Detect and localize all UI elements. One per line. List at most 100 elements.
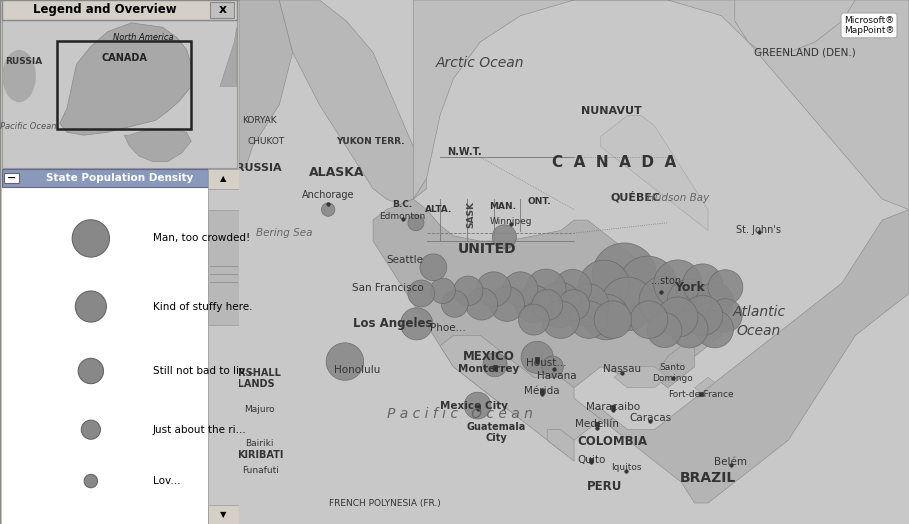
Ellipse shape <box>85 474 97 488</box>
Text: Arctic Ocean: Arctic Ocean <box>436 56 524 70</box>
Text: B.C.: B.C. <box>392 200 412 209</box>
Text: Iquitos: Iquitos <box>611 463 642 472</box>
Text: −: − <box>6 172 16 183</box>
Text: Bering Sea: Bering Sea <box>256 227 313 238</box>
Text: Caracas: Caracas <box>629 413 672 423</box>
Polygon shape <box>414 0 909 210</box>
Ellipse shape <box>454 276 483 305</box>
Text: Anchorage: Anchorage <box>302 190 355 200</box>
Text: ▲: ▲ <box>220 174 226 183</box>
Text: Edmonton: Edmonton <box>379 212 425 222</box>
Polygon shape <box>125 129 191 162</box>
Text: YUKON TERR.: YUKON TERR. <box>336 137 405 146</box>
Text: Funafuti: Funafuti <box>242 466 279 475</box>
Ellipse shape <box>709 299 742 332</box>
Text: SASK: SASK <box>466 201 475 228</box>
Polygon shape <box>654 346 694 388</box>
Text: Honolulu: Honolulu <box>334 365 380 375</box>
Text: NUNAVUT: NUNAVUT <box>581 106 642 116</box>
Ellipse shape <box>630 301 668 339</box>
Ellipse shape <box>408 280 435 307</box>
Text: MEXICO: MEXICO <box>463 350 514 363</box>
Ellipse shape <box>490 287 524 321</box>
Text: P a c i f i c   O c e a n: P a c i f i c O c e a n <box>387 407 533 421</box>
Text: BRAZIL: BRAZIL <box>680 471 736 485</box>
Text: Just about the ri...: Just about the ri... <box>153 424 246 435</box>
Ellipse shape <box>72 220 109 257</box>
Text: Nassau: Nassau <box>604 364 642 375</box>
Ellipse shape <box>696 310 734 348</box>
Ellipse shape <box>696 282 734 320</box>
Bar <box>4 173 19 183</box>
Text: Belém: Belém <box>714 457 747 467</box>
Text: GREENLAND (DEN.): GREENLAND (DEN.) <box>754 47 855 58</box>
Text: ONT.: ONT. <box>527 197 551 206</box>
Bar <box>208 169 239 524</box>
Ellipse shape <box>408 215 424 231</box>
Text: Phoe...: Phoe... <box>430 323 466 333</box>
Text: KIRIBATI: KIRIBATI <box>237 450 284 460</box>
Text: CANADA: CANADA <box>102 53 147 63</box>
Bar <box>3 169 208 187</box>
Text: Fort-de-France: Fort-de-France <box>668 389 734 399</box>
Ellipse shape <box>476 272 511 307</box>
Ellipse shape <box>521 341 554 374</box>
Text: Lov...: Lov... <box>153 476 181 486</box>
Ellipse shape <box>566 283 609 326</box>
Ellipse shape <box>483 353 507 377</box>
Text: Legend and Overview: Legend and Overview <box>34 4 177 16</box>
Ellipse shape <box>525 269 566 309</box>
Text: UNITED: UNITED <box>457 242 516 256</box>
Polygon shape <box>694 377 722 398</box>
Text: Ocean: Ocean <box>737 324 781 338</box>
Bar <box>3 20 236 168</box>
Text: Mexico City: Mexico City <box>440 400 507 411</box>
Ellipse shape <box>532 290 563 320</box>
Text: RUSSIA: RUSSIA <box>236 162 282 173</box>
Ellipse shape <box>594 301 632 339</box>
Ellipse shape <box>75 291 106 322</box>
Text: Atlantic: Atlantic <box>733 305 785 319</box>
Text: CHUKOT: CHUKOT <box>247 137 285 146</box>
Ellipse shape <box>3 50 35 102</box>
Text: Quito: Quito <box>577 454 605 465</box>
Polygon shape <box>587 210 909 503</box>
Polygon shape <box>601 115 708 231</box>
Bar <box>208 169 239 189</box>
Ellipse shape <box>78 358 104 384</box>
Text: State Population Density: State Population Density <box>45 172 194 183</box>
Ellipse shape <box>493 225 516 249</box>
Text: Havana: Havana <box>537 370 576 381</box>
Text: Man, too crowded!: Man, too crowded! <box>153 233 250 244</box>
Ellipse shape <box>420 254 446 281</box>
Text: ...ston: ...ston <box>652 276 682 286</box>
Text: x: x <box>219 4 227 16</box>
Bar <box>210 2 235 18</box>
Ellipse shape <box>579 260 630 311</box>
Ellipse shape <box>654 260 702 308</box>
Ellipse shape <box>464 392 491 419</box>
Bar <box>3 0 236 20</box>
Text: Hudson Bay: Hudson Bay <box>646 193 709 203</box>
Polygon shape <box>60 23 191 135</box>
Text: Pacific Ocean: Pacific Ocean <box>0 122 57 131</box>
Polygon shape <box>547 430 574 461</box>
Text: North America: North America <box>113 33 174 42</box>
Bar <box>208 505 239 524</box>
Text: Still not bad to liv...: Still not bad to liv... <box>153 366 255 376</box>
Text: RUSSIA: RUSSIA <box>5 57 43 66</box>
Ellipse shape <box>542 301 579 339</box>
Text: Kind of stuffy here.: Kind of stuffy here. <box>153 301 253 312</box>
Text: Monterrey: Monterrey <box>458 364 520 375</box>
Ellipse shape <box>401 308 433 340</box>
Ellipse shape <box>570 301 607 339</box>
Ellipse shape <box>515 285 553 323</box>
Text: San Francisco: San Francisco <box>352 283 424 293</box>
Text: Medellín: Medellín <box>574 419 619 430</box>
Text: St. John's: St. John's <box>736 224 782 235</box>
Ellipse shape <box>584 294 629 340</box>
Bar <box>3 187 208 524</box>
Ellipse shape <box>559 290 589 320</box>
Text: MAN.: MAN. <box>490 202 516 212</box>
Ellipse shape <box>601 277 654 331</box>
